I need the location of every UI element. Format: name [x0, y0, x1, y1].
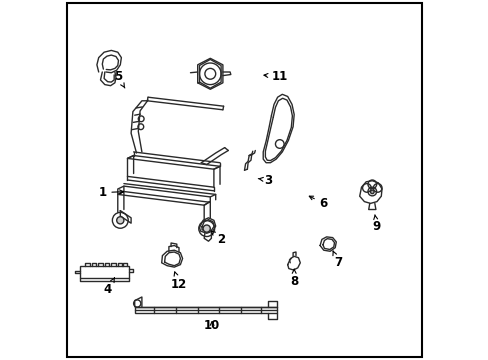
Polygon shape — [134, 307, 276, 313]
Text: 11: 11 — [264, 70, 287, 83]
Text: 8: 8 — [289, 269, 298, 288]
Polygon shape — [162, 250, 182, 267]
Polygon shape — [359, 181, 381, 203]
Text: 10: 10 — [203, 319, 220, 332]
Text: 7: 7 — [332, 251, 342, 269]
Text: 5: 5 — [113, 70, 124, 88]
Circle shape — [117, 217, 123, 224]
Text: 2: 2 — [211, 231, 224, 246]
Circle shape — [203, 225, 210, 232]
Text: 9: 9 — [372, 215, 380, 233]
Polygon shape — [80, 266, 128, 278]
Text: 1: 1 — [98, 186, 123, 199]
Text: 12: 12 — [170, 272, 187, 291]
Circle shape — [370, 190, 373, 194]
Text: 3: 3 — [258, 174, 271, 186]
Text: 4: 4 — [103, 278, 114, 296]
Text: 6: 6 — [309, 196, 327, 210]
